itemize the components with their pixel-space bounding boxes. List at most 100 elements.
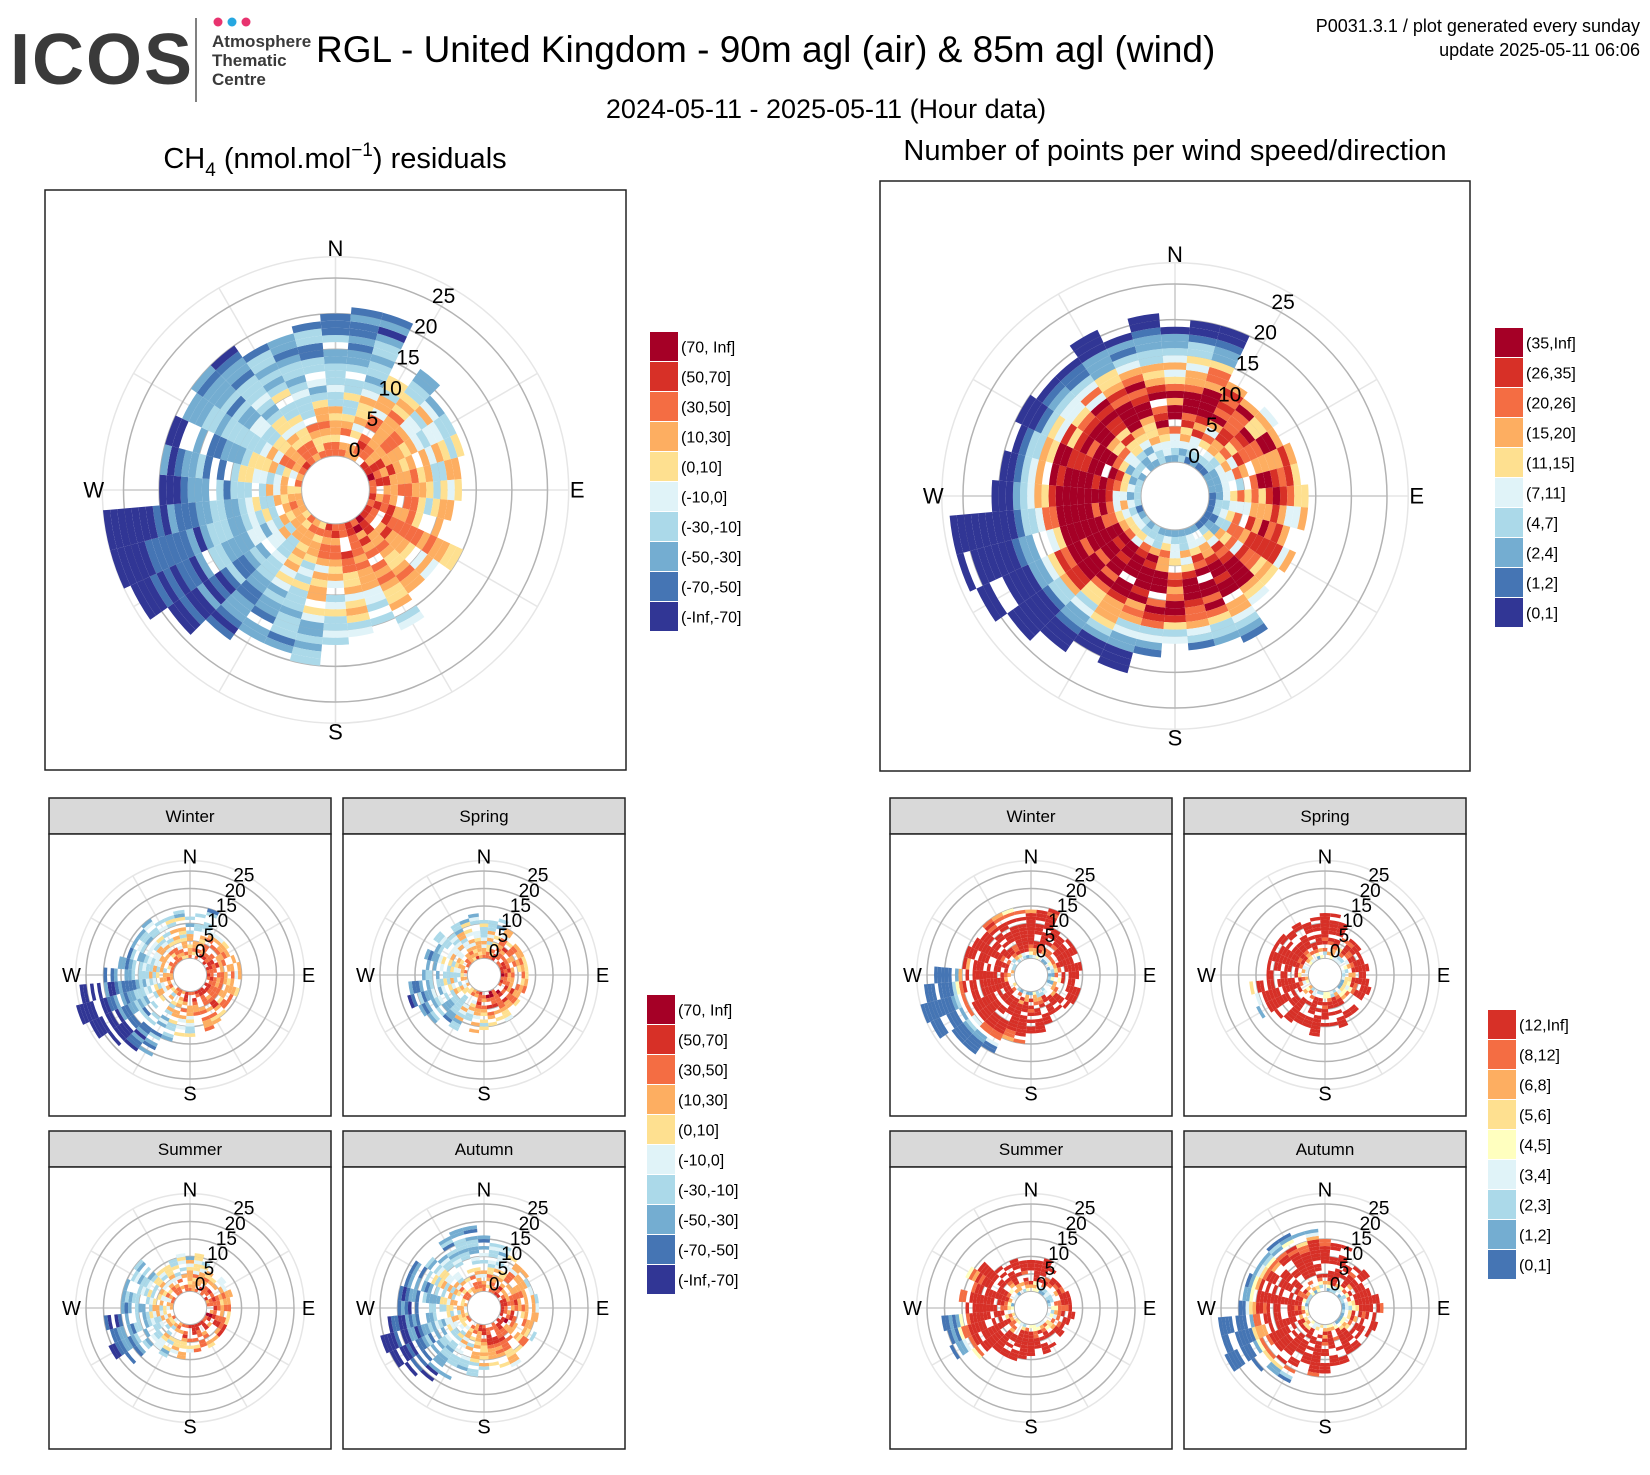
polar-cell (435, 1354, 447, 1365)
polar-cell (409, 468, 419, 484)
polar-cell (185, 1256, 195, 1261)
polar-cell (252, 468, 262, 484)
polar-cell (423, 464, 434, 483)
polar-cell (366, 367, 389, 382)
polar-cell (86, 1001, 96, 1021)
polar-cell (1305, 1232, 1319, 1238)
polar-cell (196, 370, 221, 397)
polar-cell (1090, 575, 1111, 594)
polar-cell (1364, 978, 1370, 987)
polar-cell (969, 1291, 975, 1303)
polar-cell (1279, 1337, 1289, 1347)
polar-cell (424, 445, 438, 465)
polar-cell (461, 965, 466, 970)
polar-cell (249, 415, 267, 434)
polar-cell (1131, 553, 1146, 566)
polar-cell (452, 1258, 463, 1266)
polar-cell (1139, 415, 1156, 427)
polar-cell (186, 1263, 194, 1268)
facet-strip-label: Winter (1006, 807, 1055, 826)
polar-cell (981, 996, 989, 1007)
polar-cell (448, 1023, 460, 1032)
polar-cell (1100, 431, 1116, 448)
polar-cell (371, 433, 385, 446)
polar-cell (243, 550, 262, 570)
polar-cell (1036, 993, 1041, 998)
polar-cell (1281, 1257, 1292, 1267)
polar-cell (110, 548, 131, 589)
polar-cell (345, 598, 367, 609)
polar-cell (1198, 578, 1217, 591)
polar-cell (177, 927, 187, 932)
polar-cell (1344, 968, 1349, 974)
polar-cell (265, 483, 274, 497)
polar-cell (1247, 585, 1270, 606)
polar-cell (437, 945, 445, 955)
polar-cell (1333, 1324, 1339, 1330)
legend-swatch (650, 362, 678, 391)
polar-cell (451, 982, 457, 990)
polar-cell (997, 935, 1006, 944)
polar-cell (327, 399, 344, 407)
polar-cell (1017, 1286, 1023, 1292)
center-hole (1308, 958, 1342, 992)
polar-cell (1094, 426, 1111, 444)
speed-tick-label: 5 (204, 926, 215, 947)
polar-cell (389, 534, 405, 550)
polar-cell (279, 564, 298, 579)
polar-cell (454, 1261, 464, 1269)
polar-cell (1041, 1264, 1050, 1271)
polar-cell (220, 599, 247, 623)
polar-cell (437, 1254, 449, 1265)
polar-cell (461, 988, 468, 995)
polar-cell (490, 996, 496, 1002)
polar-cell (507, 1353, 518, 1362)
polar-cell (1044, 921, 1055, 929)
polar-cell (310, 577, 328, 588)
polar-cell (127, 1016, 139, 1029)
polar-cell (1006, 510, 1019, 540)
polar-cell (398, 457, 410, 472)
polar-cell (344, 378, 365, 389)
polar-cell (1335, 950, 1341, 956)
polar-cell (416, 466, 427, 483)
polar-cell (1265, 990, 1272, 1002)
polar-cell (1302, 1321, 1309, 1328)
polar-cell (178, 930, 187, 936)
polar-cell (1346, 950, 1353, 958)
polar-cell (1105, 415, 1123, 432)
polar-cell (1290, 463, 1301, 486)
polar-cell (1229, 540, 1244, 556)
polar-cell (1217, 332, 1247, 350)
polar-cell (1106, 436, 1121, 452)
polar-cell (521, 985, 528, 994)
polar-cell (981, 1320, 988, 1330)
polar-cell (1278, 549, 1297, 573)
polar-cell (1228, 599, 1252, 618)
polar-cell (419, 482, 427, 498)
polar-cell (1305, 1291, 1311, 1297)
polar-cell (997, 1339, 1006, 1348)
polar-cell (1012, 1264, 1021, 1271)
polar-cell (1321, 937, 1329, 941)
polar-cell (214, 1315, 220, 1321)
polar-cell (1212, 475, 1222, 486)
polar-cell (974, 1272, 983, 1284)
polar-cell (1185, 611, 1208, 622)
polar-cell (198, 953, 204, 959)
polar-cell (503, 1323, 510, 1330)
polar-cell (523, 1296, 529, 1305)
polar-cell (1278, 1319, 1285, 1329)
polar-cell (495, 1348, 505, 1355)
polar-cell (202, 1018, 212, 1025)
north-label: N (1024, 1179, 1038, 1201)
polar-cell (470, 1354, 480, 1360)
polar-cell (346, 356, 371, 368)
polar-cell (1310, 1024, 1321, 1030)
polar-cell (1361, 1269, 1371, 1279)
polar-cell (160, 941, 169, 949)
polar-cell (1037, 996, 1043, 1002)
polar-cell (1000, 955, 1006, 963)
polar-cell (150, 957, 156, 966)
polar-cell (1311, 1354, 1321, 1360)
